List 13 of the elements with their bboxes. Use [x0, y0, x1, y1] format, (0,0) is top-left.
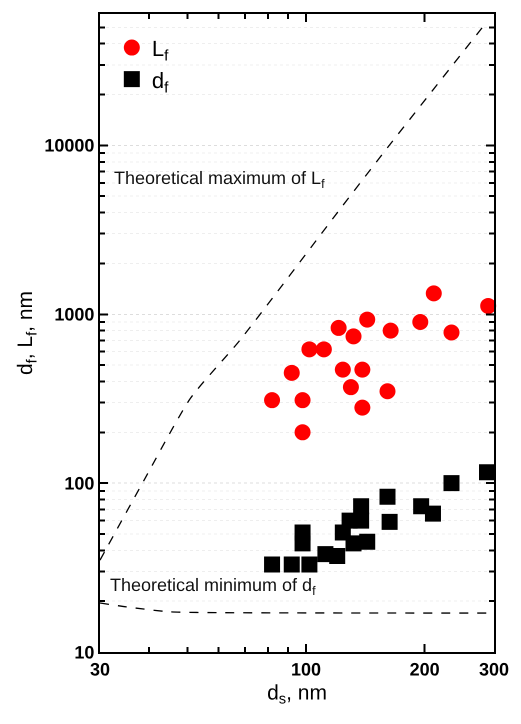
legend-label: d$_{f}$ [152, 68, 170, 96]
annotation: Theoretical minimum of d$_{f}$ [110, 575, 316, 598]
y-tick-label: 1000 [54, 304, 94, 325]
y-tick-label: 10 [74, 642, 94, 662]
legend-label: L$_{f}$ [152, 36, 170, 65]
annotation: Theoretical maximum of L$_{f}$ [114, 168, 326, 191]
x-tick-label: 30 [90, 660, 110, 680]
y-tick-label: 100 [64, 473, 94, 494]
y-tick-label: 10000 [44, 136, 94, 156]
x-tick-label: 300 [478, 660, 510, 680]
x-tick-label: 200 [410, 660, 440, 680]
x-tick-label: 100 [290, 660, 322, 680]
x-axis-title: d$_{s}$, nm [267, 681, 327, 708]
